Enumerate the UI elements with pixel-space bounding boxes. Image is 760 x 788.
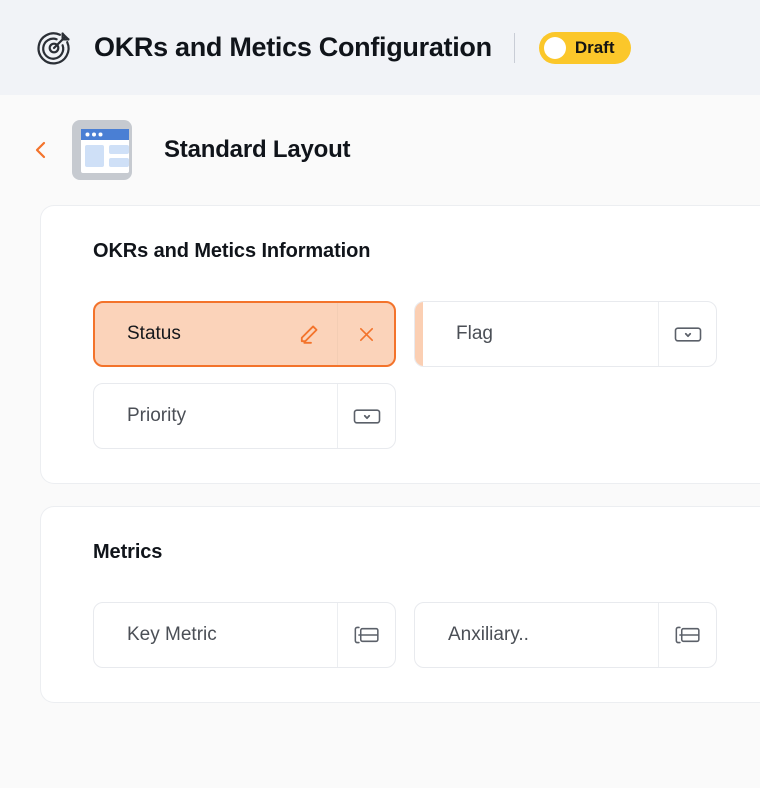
layout-name: Standard Layout [164,136,351,163]
field-actions [658,603,716,667]
chevron-left-icon[interactable] [30,139,52,161]
status-toggle[interactable]: Draft [538,31,631,64]
toggle-knob [543,36,566,59]
field-label: Status [127,323,181,344]
header-divider [513,32,515,63]
page-title: OKRs and Metics Configuration [94,32,492,62]
field-row: Priority [93,383,760,449]
status-badge-label: Draft [574,37,615,57]
field-label: Anxiliary.. [448,624,529,645]
field-label: Priority [127,405,187,426]
field-type-icon-cell[interactable] [659,603,716,667]
text-input-icon [353,625,380,645]
field-actions [280,303,394,365]
layout-bar: Standard Layout [0,95,760,205]
field-flag[interactable]: Flag [414,301,717,367]
field-label: Flag [456,323,493,344]
field-row: Key Metric Anxiliary.. [93,602,760,668]
field-row: Status [93,301,760,367]
section-title: OKRs and Metics Information [93,240,371,262]
edit-field-button[interactable] [280,303,337,365]
remove-field-button[interactable] [337,303,394,365]
drop-indicator [415,302,423,366]
close-x-icon [356,324,377,345]
target-icon [34,28,74,68]
field-type-icon-cell[interactable] [338,603,395,667]
card-okrs-information: OKRs and Metics Information Status [40,205,760,484]
field-label: Key Metric [127,624,217,645]
text-input-icon [674,625,701,645]
field-type-icon-cell[interactable] [659,302,716,366]
dropdown-select-icon [353,407,381,426]
field-priority[interactable]: Priority [93,383,396,449]
field-key-metric[interactable]: Key Metric [93,602,396,668]
field-type-icon-cell[interactable] [338,384,395,448]
field-anxiliary[interactable]: Anxiliary.. [414,602,717,668]
field-status[interactable]: Status [93,301,396,367]
dropdown-select-icon [674,325,702,344]
field-actions [337,384,395,448]
standard-layout-thumbnail-icon [70,118,134,182]
pencil-edit-icon [297,323,320,346]
section-title: Metrics [93,541,163,563]
card-metrics: Metrics Key Metric [40,506,760,703]
field-actions [658,302,716,366]
app-header: OKRs and Metics Configuration Draft [0,0,760,95]
field-actions [337,603,395,667]
